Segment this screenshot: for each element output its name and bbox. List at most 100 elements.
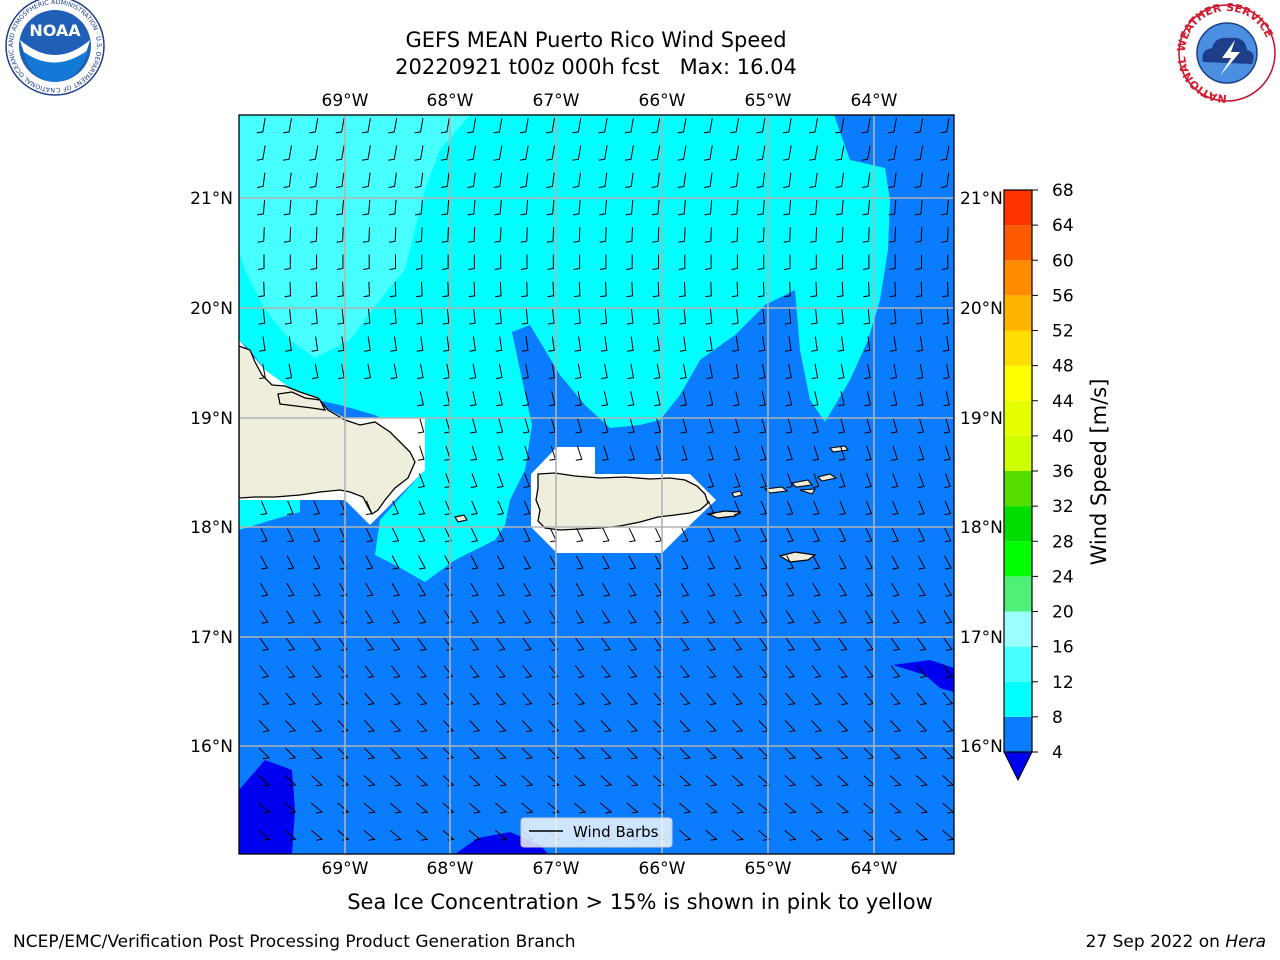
wind-barb: [546, 172, 555, 188]
wind-barb: [601, 363, 608, 380]
wind-barb: [309, 199, 318, 216]
wind-barb: [389, 829, 403, 841]
wind-barb: [891, 527, 899, 543]
wind-barb: [364, 665, 375, 678]
wind-barb: [390, 309, 397, 325]
wind-barb: [838, 582, 848, 597]
colorbar-label: Wind Speed [m/s]: [1087, 379, 1111, 566]
wind-barb: [730, 172, 739, 188]
wind-barb: [417, 363, 424, 380]
wind-barb: [521, 775, 534, 787]
wind-barb: [523, 445, 530, 461]
lon-tick-top: 67°W: [533, 91, 580, 111]
legend: Wind Barbs: [520, 817, 673, 848]
wind-barb: [522, 418, 530, 434]
wind-barb: [652, 802, 666, 814]
wind-barb: [575, 445, 583, 461]
wind-barb: [706, 610, 716, 624]
wind-barbs: [256, 118, 954, 841]
wind-barb: [363, 802, 376, 814]
wind-barb: [759, 391, 766, 407]
wind-barb: [810, 829, 823, 841]
wind-barb: [522, 665, 533, 678]
wind-barb: [575, 637, 585, 651]
wind-barb: [285, 637, 296, 651]
wind-barb: [310, 281, 318, 298]
wind-barb: [284, 747, 297, 760]
wind-barb: [785, 610, 795, 624]
wind-barb: [365, 555, 374, 570]
wind-barb: [782, 118, 792, 134]
wind-barb: [309, 145, 319, 161]
wind-barb: [496, 391, 503, 407]
wind-barb: [681, 555, 689, 570]
wind-barb: [915, 775, 928, 787]
wind-barb: [548, 637, 559, 651]
colorbar-ticks: 68 64 60 56 52 48 44 40 36 32 28 24 20 16 12 8 4: [1032, 181, 1074, 763]
wind-barb: [496, 637, 506, 651]
wind-barb: [890, 391, 898, 407]
wind-barb: [628, 445, 636, 461]
wind-barb: [312, 582, 322, 597]
wind-barb: [706, 391, 714, 407]
wind-barb: [390, 336, 398, 352]
wind-barb: [285, 665, 296, 678]
wind-barb: [784, 720, 796, 733]
wind-barb: [390, 665, 401, 678]
wind-barb: [258, 802, 271, 814]
wind-barb: [573, 281, 581, 298]
lon-tick-bottom: 65°W: [745, 859, 792, 879]
wind-barb: [783, 199, 792, 216]
wind-barb: [707, 527, 715, 543]
lon-ticks-top: 69°W 68°W 67°W 66°W 65°W 64°W: [322, 91, 898, 111]
wind-barb: [361, 118, 371, 134]
wind-barb: [811, 336, 818, 352]
wind-barb: [864, 610, 874, 624]
wind-barb: [917, 473, 925, 488]
wind-barb: [887, 118, 897, 134]
wind-barb: [598, 118, 608, 134]
wind-barb: [864, 418, 872, 434]
wind-barb: [284, 829, 297, 841]
wind-barb: [812, 527, 821, 543]
gridlines: [239, 115, 954, 854]
wind-barb: [575, 555, 584, 570]
wind-barb: [547, 281, 555, 298]
wind-barb: [679, 775, 692, 787]
wind-barb: [784, 802, 797, 814]
wind-barb: [417, 637, 427, 651]
wind-barb: [704, 227, 712, 243]
wind-barb: [388, 145, 398, 161]
wind-barb: [337, 692, 349, 706]
wind-barb: [705, 829, 718, 841]
wind-barb: [497, 527, 505, 543]
wind-barb: [809, 145, 818, 161]
wind-barb: [470, 555, 479, 570]
wind-barb: [888, 199, 897, 216]
wind-barb: [941, 254, 949, 270]
wind-barb: [259, 363, 266, 380]
colorbar-segment: [1004, 435, 1032, 471]
wind-barb: [890, 720, 902, 733]
wind-barb: [733, 418, 740, 434]
wind-barb: [654, 418, 662, 434]
wind-barb: [417, 445, 425, 461]
wind-barb: [889, 775, 902, 787]
wind-barb: [258, 775, 271, 787]
lat-tick-left: 16°N: [190, 737, 233, 757]
wind-barb: [810, 254, 817, 270]
wind-barb: [889, 829, 902, 841]
wind-barb: [812, 500, 820, 516]
wind-barb: [941, 199, 949, 216]
wind-barb: [470, 582, 479, 597]
land-puerto-rico: [535, 472, 709, 531]
lon-tick-top: 68°W: [427, 91, 474, 111]
wind-barb: [602, 527, 610, 543]
wind-barb: [730, 145, 740, 161]
wind-barb: [337, 336, 345, 352]
lat-tick-right: 17°N: [960, 628, 1003, 648]
wind-barb: [572, 199, 581, 216]
wind-barb: [495, 336, 503, 352]
colorbar-segment: [1004, 506, 1032, 542]
wind-barb: [624, 145, 634, 161]
